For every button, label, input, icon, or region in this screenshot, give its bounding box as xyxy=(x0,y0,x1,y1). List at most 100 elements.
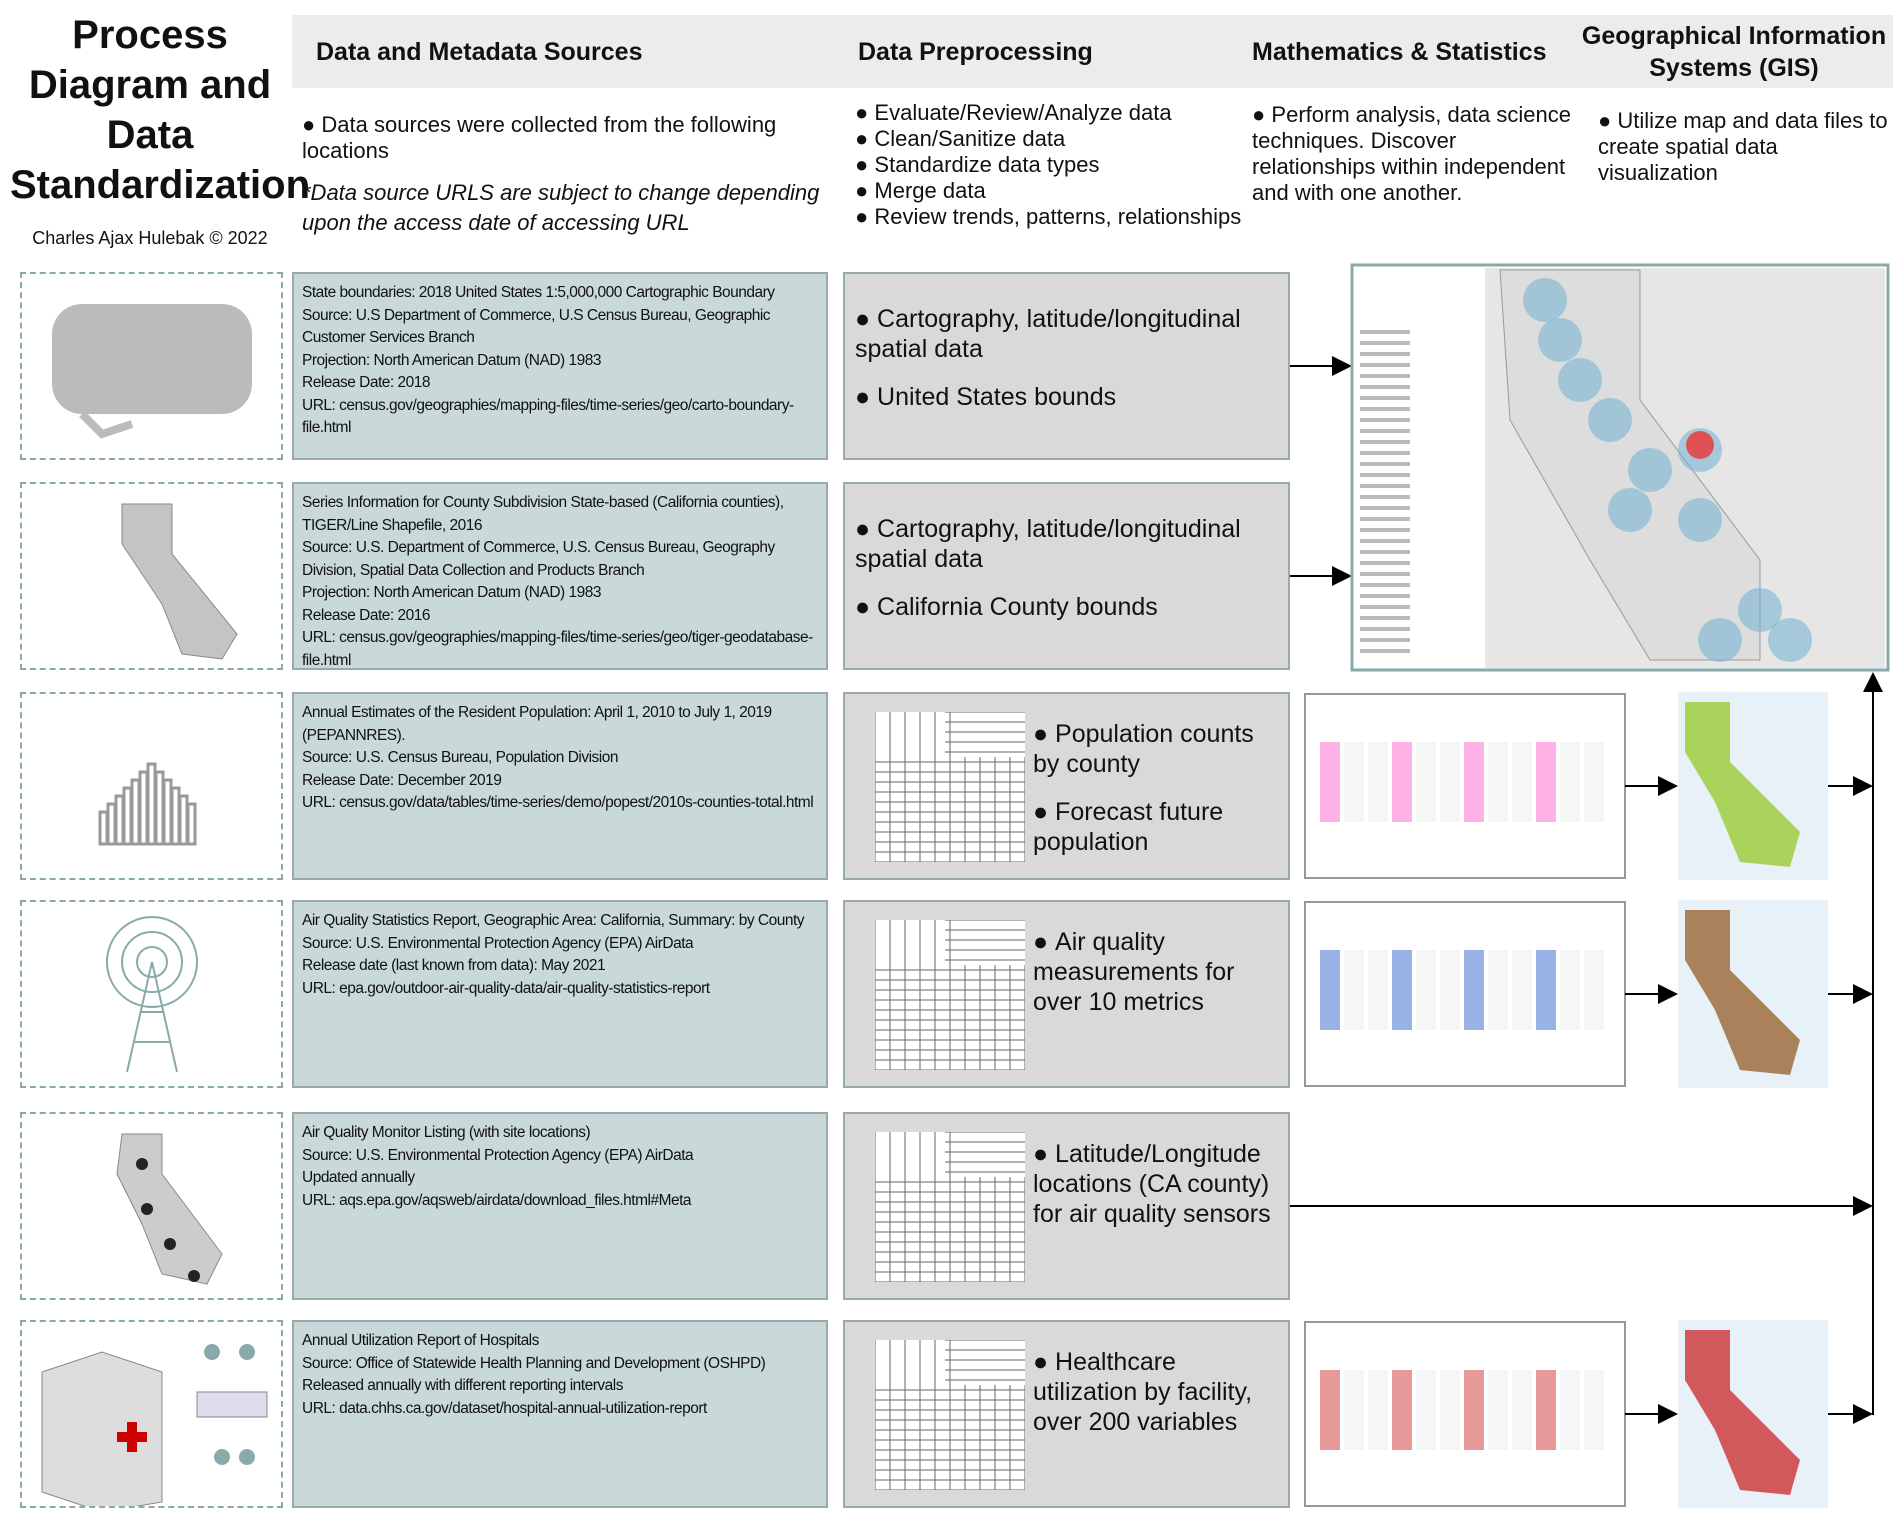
gis-layer xyxy=(1360,385,1410,389)
author: Charles Ajax Hulebak © 2022 xyxy=(32,228,268,248)
preprocessing-box: Population counts by county Forecast futu… xyxy=(843,692,1290,880)
source-line: Release Date: December 2019 xyxy=(302,771,502,789)
gis-layer xyxy=(1360,330,1410,334)
source-line: Source: U.S. Environmental Protection Ag… xyxy=(302,1146,694,1164)
gis-layer xyxy=(1360,616,1410,620)
table-cell xyxy=(1464,1370,1484,1450)
source-line: Release date (last known from data): May… xyxy=(302,957,606,974)
table-cell xyxy=(1536,950,1556,1030)
preprocessing-item: United States bounds xyxy=(855,382,1278,412)
title: Process Diagram and Data Standardization xyxy=(10,13,311,207)
table-cell xyxy=(1344,742,1364,822)
table-cell xyxy=(1392,1370,1412,1450)
table-cell xyxy=(1440,950,1460,1030)
table-cell xyxy=(1344,950,1364,1030)
source-line: Air Quality Statistics Report, Geographi… xyxy=(302,912,805,929)
column-header: Mathematics & Statistics xyxy=(1252,38,1547,67)
table-cell xyxy=(1512,950,1532,1030)
gis-layer xyxy=(1360,561,1410,565)
source-box: Air Quality Statistics Report, Geographi… xyxy=(292,900,828,1088)
preprocessing-box: Cartography, latitude/longitudinal spati… xyxy=(843,482,1290,670)
gis-bubble xyxy=(1698,618,1742,662)
column-header-text: Data and Metadata Sources xyxy=(316,38,643,66)
table-cell xyxy=(1464,742,1484,822)
table-grid xyxy=(875,920,1025,1070)
preprocessing-item: Cartography, latitude/longitudinal spati… xyxy=(855,514,1278,574)
table-cell xyxy=(1392,950,1412,1030)
table-cell xyxy=(1344,1370,1364,1450)
description-item: Clean/Sanitize data xyxy=(855,126,1255,152)
source-line: URL: census.gov/data/tables/time-series/… xyxy=(302,794,814,811)
preprocessing-item: Forecast future population xyxy=(1033,797,1278,857)
preprocessing-item: California County bounds xyxy=(855,592,1278,622)
gis-bubble xyxy=(1678,498,1722,542)
gis-layer xyxy=(1360,550,1410,554)
preprocessing-box: Healthcare utilization by facility, over… xyxy=(843,1320,1290,1508)
table-cell xyxy=(1536,742,1556,822)
preprocessing-item: Cartography, latitude/longitudinal spati… xyxy=(855,304,1278,364)
column-description: Utilize map and data files to create spa… xyxy=(1598,108,1888,186)
gis-layer xyxy=(1360,352,1410,356)
table-grid xyxy=(875,712,1025,862)
table-cell xyxy=(1368,950,1388,1030)
table-cell xyxy=(1320,742,1340,822)
gis-layer xyxy=(1360,429,1410,433)
gis-layer xyxy=(1360,363,1410,367)
source-line: Series Information for County Subdivisio… xyxy=(302,494,784,534)
table-cell xyxy=(1440,742,1460,822)
gis-layer xyxy=(1360,539,1410,543)
gis-bubble xyxy=(1686,431,1714,459)
source-line: Source: Office of Statewide Health Plann… xyxy=(302,1354,766,1372)
gis-layer xyxy=(1360,374,1410,378)
description-item: Evaluate/Review/Analyze data xyxy=(855,100,1255,126)
table-grid xyxy=(875,1132,1025,1282)
source-box: Annual Estimates of the Resident Populat… xyxy=(292,692,828,880)
column-description: Perform analysis, data science technique… xyxy=(1252,102,1572,206)
source-box: Series Information for County Subdivisio… xyxy=(292,482,828,670)
source-line: Released annually with different reporti… xyxy=(302,1377,623,1394)
gis-bubble xyxy=(1738,588,1782,632)
column-header-text: Mathematics & Statistics xyxy=(1252,38,1547,66)
table-cell xyxy=(1368,742,1388,822)
table-cell xyxy=(1536,1370,1556,1450)
source-line: Annual Estimates of the Resident Populat… xyxy=(302,704,772,744)
gis-layer xyxy=(1360,440,1410,444)
table-cell xyxy=(1560,950,1580,1030)
table-cell xyxy=(1464,950,1484,1030)
description-item: Data sources were collected from the fol… xyxy=(302,112,822,164)
gis-layer xyxy=(1360,473,1410,477)
source-box: Annual Utilization Report of Hospitals So… xyxy=(292,1320,828,1508)
table-cell xyxy=(1368,1370,1388,1450)
gis-layer xyxy=(1360,583,1410,587)
gis-bubble xyxy=(1608,488,1652,532)
icon xyxy=(106,916,198,1073)
source-line: Projection: North American Datum (NAD) 1… xyxy=(302,351,601,369)
source-line: Release Date: 2016 xyxy=(302,606,431,624)
gis-layer xyxy=(1360,462,1410,466)
source-icon xyxy=(20,692,283,880)
map-shape xyxy=(1685,1330,1800,1495)
table-cell xyxy=(1512,1370,1532,1450)
preprocessing-item: Latitude/Longitude locations (CA county)… xyxy=(1033,1139,1278,1229)
gis-layer xyxy=(1360,627,1410,631)
source-box: State boundaries: 2018 United States 1:5… xyxy=(292,272,828,460)
column-header-text: Geographical Information Systems (GIS) xyxy=(1581,22,1887,82)
gis-bubble xyxy=(1558,358,1602,402)
gis-layer xyxy=(1360,495,1410,499)
column-header-text: Data Preprocessing xyxy=(858,38,1093,66)
column-header: Geographical Information Systems (GIS) xyxy=(1575,20,1893,84)
table-cell xyxy=(1512,742,1532,822)
gis-layer xyxy=(1360,517,1410,521)
description-item: Utilize map and data files to create spa… xyxy=(1598,108,1888,186)
source-line: URL: census.gov/geographies/mapping-file… xyxy=(302,629,813,669)
source-line: Updated annually xyxy=(302,1169,415,1186)
preprocessing-box: Latitude/Longitude locations (CA county)… xyxy=(843,1112,1290,1300)
icon xyxy=(116,1133,223,1285)
preprocessing-item: Population counts by county xyxy=(1033,719,1278,779)
table-cell xyxy=(1416,950,1436,1030)
gis-bubble xyxy=(1768,618,1812,662)
source-line: State boundaries: 2018 United States 1:5… xyxy=(302,284,775,301)
table-cell xyxy=(1416,742,1436,822)
source-line: Source: U.S. Department of Commerce, U.S… xyxy=(302,539,775,579)
source-line: URL: aqs.epa.gov/aqsweb/airdata/download… xyxy=(302,1191,692,1209)
